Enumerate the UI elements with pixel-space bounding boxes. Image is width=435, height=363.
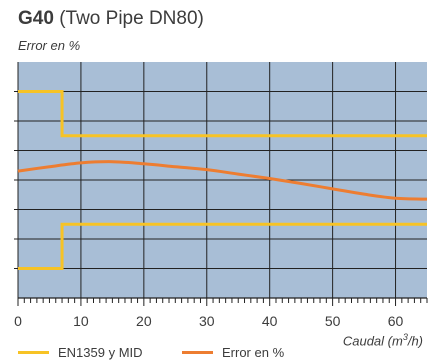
legend-item-limits: EN1359 y MID	[18, 345, 143, 360]
legend-swatch-error	[182, 351, 213, 354]
legend-label-limits: EN1359 y MID	[58, 345, 143, 360]
x-tick-label: 30	[199, 313, 215, 329]
chart-title-code: G40	[18, 8, 54, 29]
chart-title: G40 (Two Pipe DN80)	[18, 8, 204, 30]
limit-line-lower	[18, 222, 427, 270]
x-axis-title: Caudal (m3/h)	[342, 332, 423, 349]
x-tick-label: 0	[14, 313, 22, 329]
x-tick-label: 60	[388, 313, 404, 329]
x-tick-label: 20	[136, 313, 152, 329]
x-tick-label: 10	[73, 313, 89, 329]
error-curve	[17, 160, 428, 201]
limit-line-upper	[18, 90, 427, 138]
x-tick-label: 40	[262, 313, 278, 329]
chart-svg: 0 10 20 30 40 50 60	[14, 62, 428, 329]
legend-swatch-limits	[18, 351, 49, 354]
x-tick-label: 50	[325, 313, 341, 329]
legend-label-error: Error en %	[222, 345, 285, 360]
legend-item-error: Error en %	[182, 345, 284, 360]
y-axis-title: Error en %	[18, 38, 81, 53]
chart-title-rest: (Two Pipe DN80)	[59, 8, 204, 29]
